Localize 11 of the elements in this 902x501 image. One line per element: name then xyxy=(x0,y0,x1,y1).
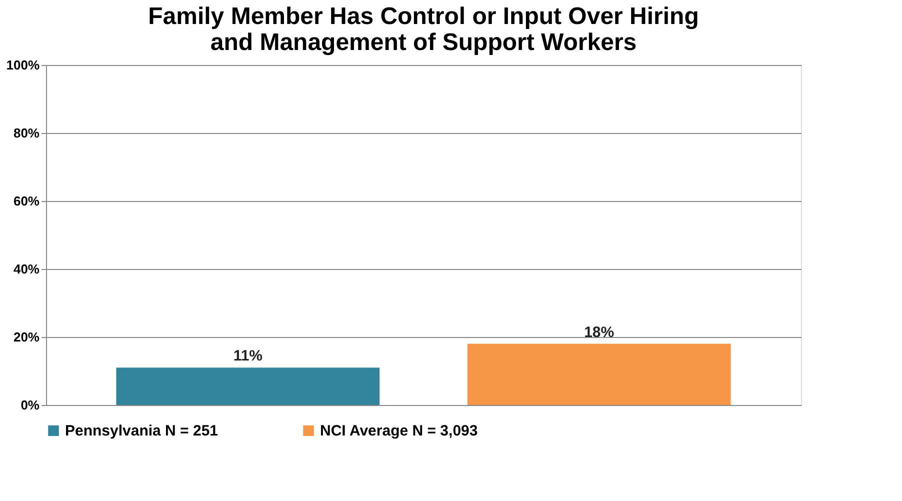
data-label: 18% xyxy=(584,324,614,341)
y-tick-label: 40% xyxy=(13,262,40,276)
chart-title: Family Member Has Control or Input Over Hiring and Management of Support Workers xyxy=(148,3,699,56)
legend-label: Pennsylvania N = 251 xyxy=(65,422,218,440)
data-label: 11% xyxy=(233,348,263,365)
y-tick-label: 100% xyxy=(6,58,40,72)
y-tick-label: 20% xyxy=(13,330,40,344)
legend-label: NCI Average N = 3,093 xyxy=(320,422,478,440)
y-tick-label: 60% xyxy=(13,194,40,208)
y-tick-label: 0% xyxy=(20,398,40,412)
y-tick-label: 80% xyxy=(13,126,40,140)
